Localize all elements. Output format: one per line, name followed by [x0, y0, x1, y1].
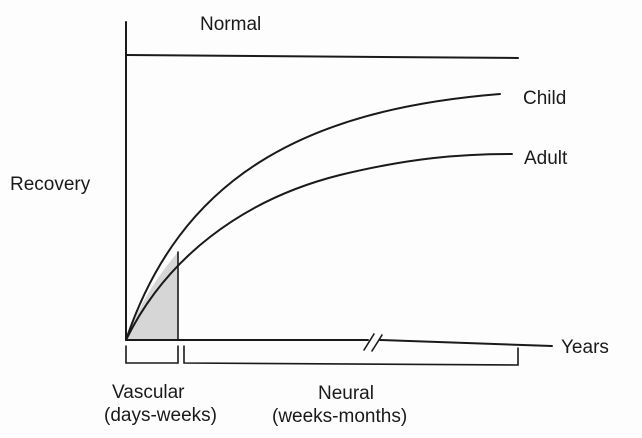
neural-bracket	[183, 345, 519, 366]
y-axis-label: Recovery	[10, 174, 91, 195]
series-line-adult	[125, 153, 513, 341]
axis-break-mark-1	[363, 333, 375, 351]
phase-label-vascular: Vascular	[112, 382, 185, 403]
phase-sublabel-vascular: (days-weeks)	[104, 405, 217, 426]
series-line-child	[125, 93, 501, 341]
x-axis-label: Years	[561, 337, 609, 358]
series-label-normal: Normal	[200, 14, 261, 35]
axis-break-mark-2	[371, 334, 383, 352]
series-label-child: Child	[523, 88, 566, 109]
phase-sublabel-neural: (weeks-months)	[272, 406, 407, 427]
vascular-bracket	[125, 345, 179, 364]
series-label-adult: Adult	[524, 148, 568, 169]
x-axis-segment-2	[379, 339, 553, 347]
phase-label-neural: Neural	[318, 383, 374, 404]
series-line-normal	[125, 54, 519, 59]
